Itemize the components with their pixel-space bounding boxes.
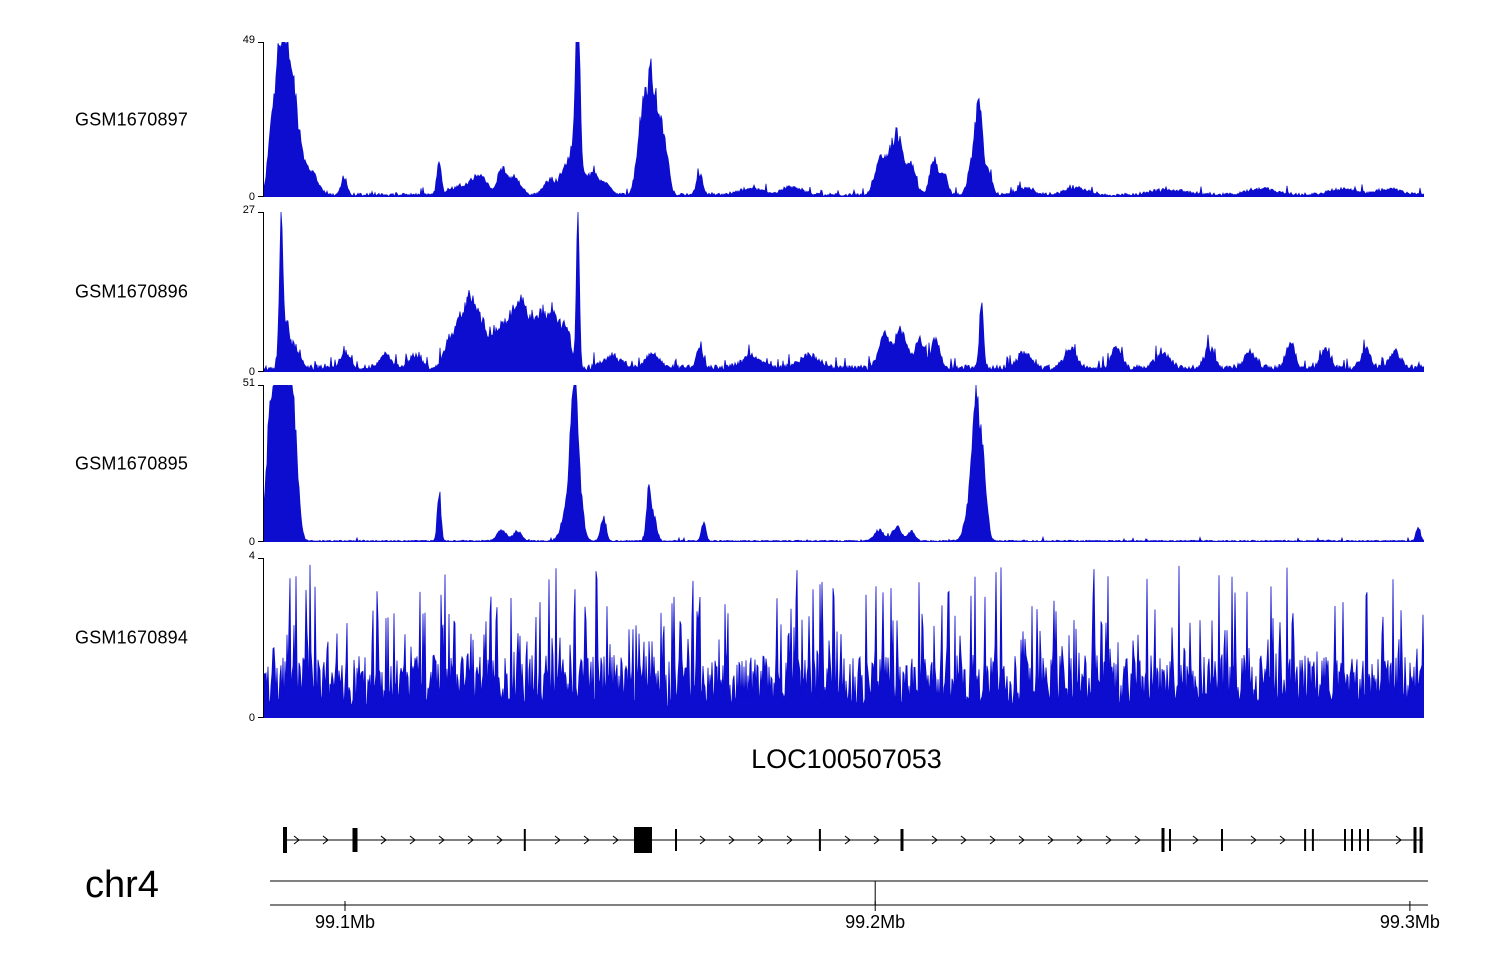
- track-label: GSM1670895: [75, 453, 189, 473]
- track-label: GSM1670897: [75, 109, 189, 129]
- axis-tick-label-0: 99.1Mb: [315, 912, 376, 932]
- y-max-label: 51: [242, 377, 255, 389]
- y-max-label: 27: [242, 204, 255, 216]
- axis-tick-label-2: 99.3Mb: [1379, 912, 1440, 932]
- y-zero-label: 0: [248, 366, 255, 378]
- y-zero-label: 0: [248, 191, 255, 203]
- coverage-track-1: GSM1670897 49 0: [0, 34, 1500, 203]
- track-y-axis: 49 0: [0, 34, 264, 203]
- coverage-plot: [264, 385, 1424, 542]
- gene-title: LOC100507053: [751, 744, 942, 774]
- track-y-axis: 4 0: [0, 550, 264, 724]
- coverage-plot: [264, 212, 1424, 372]
- y-zero-label: 0: [248, 712, 255, 724]
- coverage-plot: [264, 564, 1424, 718]
- coverage-track-4: GSM1670894 4 0: [0, 550, 1500, 724]
- coverage-track-2: GSM1670896 27 0: [0, 204, 1500, 378]
- y-max-label: 49: [242, 34, 255, 46]
- y-max-label: 4: [248, 550, 255, 562]
- y-zero-label: 0: [248, 536, 255, 548]
- track-label: GSM1670896: [75, 281, 189, 302]
- genome-axis: [270, 880, 1428, 911]
- axis-tick-label-1: 99.2Mb: [845, 912, 906, 932]
- coverage-track-3: GSM1670895 51 0: [0, 377, 1500, 548]
- chromosome-label: chr4: [85, 864, 159, 906]
- gene-model-track: [283, 827, 1423, 853]
- track-y-axis: 27 0: [0, 204, 264, 378]
- coverage-plot: [264, 42, 1424, 197]
- track-label: GSM1670894: [75, 627, 189, 648]
- track-y-axis: 51 0: [0, 377, 264, 548]
